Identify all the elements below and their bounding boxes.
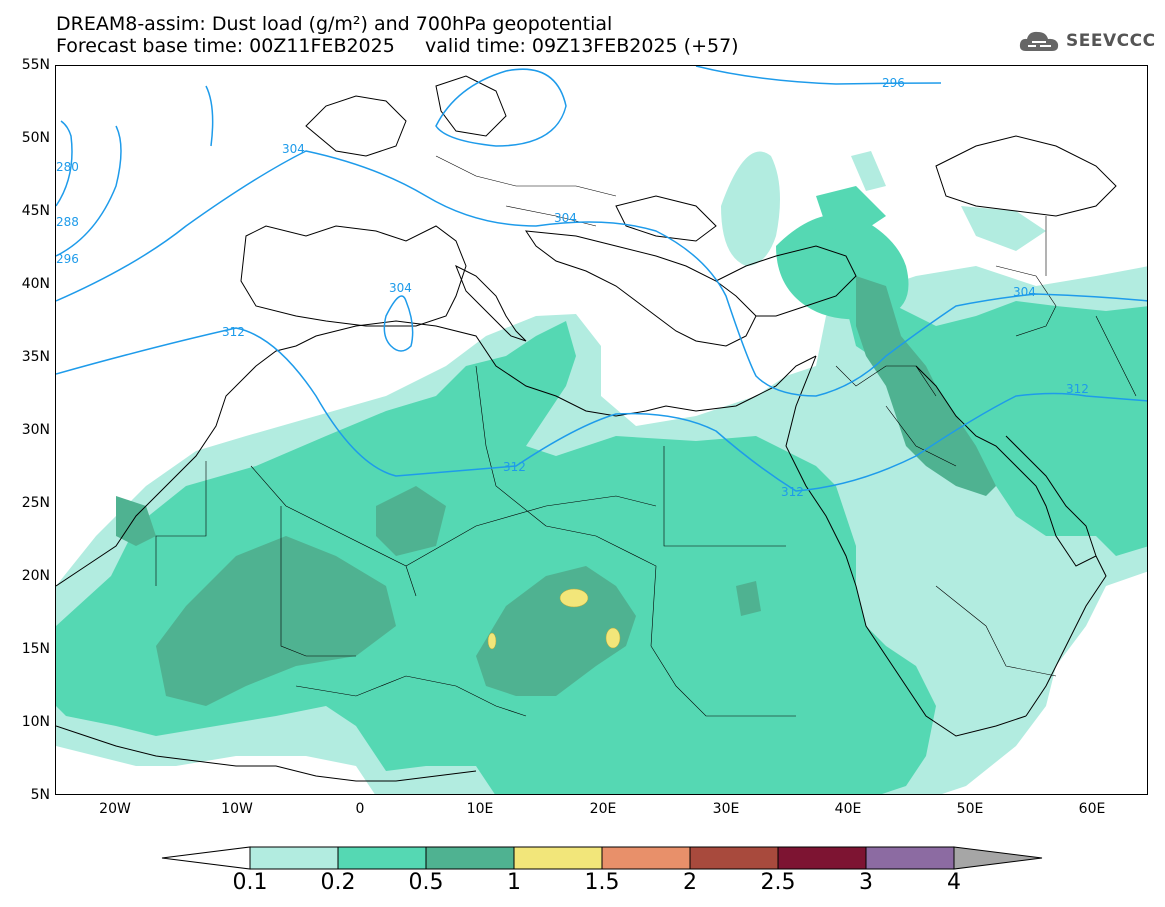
colorbar-bin bbox=[337, 846, 427, 870]
coastlines bbox=[56, 75, 1117, 782]
colorbar-bin bbox=[689, 846, 779, 870]
colorbar-label: 2 bbox=[683, 870, 697, 895]
colorbar-label: 1 bbox=[507, 870, 521, 895]
colorbar-under-arrow bbox=[161, 846, 251, 870]
geopotential-contours bbox=[56, 66, 1147, 492]
contour-labels: 296 304 304 304 312 312 312 312 304 280 … bbox=[56, 76, 1089, 499]
colorbar-bin bbox=[425, 846, 515, 870]
map-panel: 296 304 304 304 312 312 312 312 304 280 … bbox=[55, 65, 1148, 795]
lat-label: 20N bbox=[21, 568, 50, 584]
lat-label: 5N bbox=[30, 787, 50, 803]
lon-label: 10W bbox=[221, 801, 253, 817]
colorbar-bin bbox=[249, 846, 339, 870]
cloud-icon bbox=[1019, 31, 1059, 51]
colorbar-label: 0.1 bbox=[232, 870, 268, 895]
logo-text: SEEVCCC bbox=[1066, 31, 1156, 51]
contour-label: 304 bbox=[1013, 285, 1036, 299]
colorbar-bin bbox=[601, 846, 691, 870]
contour-label: 296 bbox=[882, 76, 905, 90]
colorbar-label: 3 bbox=[859, 870, 873, 895]
colorbar-label: 0.2 bbox=[320, 870, 356, 895]
colorbar bbox=[161, 846, 1043, 870]
lat-label: 15N bbox=[21, 641, 50, 657]
map-title: DREAM8-assim: Dust load (g/m²) and 700hP… bbox=[56, 13, 613, 35]
forecast-times: Forecast base time: 00Z11FEB2025 valid t… bbox=[56, 35, 739, 57]
dust-level-0-5 bbox=[116, 276, 996, 706]
colorbar-label: 2.5 bbox=[760, 870, 796, 895]
lat-label: 35N bbox=[21, 349, 50, 365]
dust-level-1 bbox=[487, 588, 621, 650]
colorbar-bin bbox=[777, 846, 867, 870]
colorbar-bin bbox=[513, 846, 603, 870]
lon-label: 20E bbox=[589, 801, 617, 817]
lat-label: 30N bbox=[21, 422, 50, 438]
contour-label: 280 bbox=[56, 160, 79, 174]
borders bbox=[155, 155, 1137, 717]
contour-label: 304 bbox=[554, 211, 577, 225]
lat-label: 10N bbox=[21, 714, 50, 730]
lon-label: 50E bbox=[956, 801, 984, 817]
lon-label: 40E bbox=[834, 801, 862, 817]
colorbar-label: 0.5 bbox=[408, 870, 444, 895]
colorbar-label: 4 bbox=[947, 870, 961, 895]
contour-label: 312 bbox=[503, 460, 526, 474]
lat-label: 45N bbox=[21, 203, 50, 219]
colorbar-over-arrow bbox=[953, 846, 1043, 870]
contour-label: 312 bbox=[222, 325, 245, 339]
seevccc-logo: SEEVCCC bbox=[1018, 26, 1156, 56]
lon-label: 60E bbox=[1078, 801, 1106, 817]
lon-label: 30E bbox=[712, 801, 740, 817]
lat-label: 55N bbox=[21, 57, 50, 73]
colorbar-label: 1.5 bbox=[584, 870, 620, 895]
contour-label: 304 bbox=[389, 281, 412, 295]
lon-label: 0 bbox=[355, 801, 365, 817]
lon-label: 20W bbox=[99, 801, 131, 817]
contour-label: 304 bbox=[282, 142, 305, 156]
contour-label: 296 bbox=[56, 252, 79, 266]
contour-label: 288 bbox=[56, 215, 79, 229]
lat-label: 40N bbox=[21, 276, 50, 292]
lat-label: 25N bbox=[21, 495, 50, 511]
dust-load-map: 296 304 304 304 312 312 312 312 304 280 … bbox=[56, 66, 1147, 794]
lon-label: 10E bbox=[466, 801, 494, 817]
colorbar-bin bbox=[865, 846, 955, 870]
contour-label: 312 bbox=[1066, 382, 1089, 396]
contour-label: 312 bbox=[781, 485, 804, 499]
lat-label: 50N bbox=[21, 130, 50, 146]
